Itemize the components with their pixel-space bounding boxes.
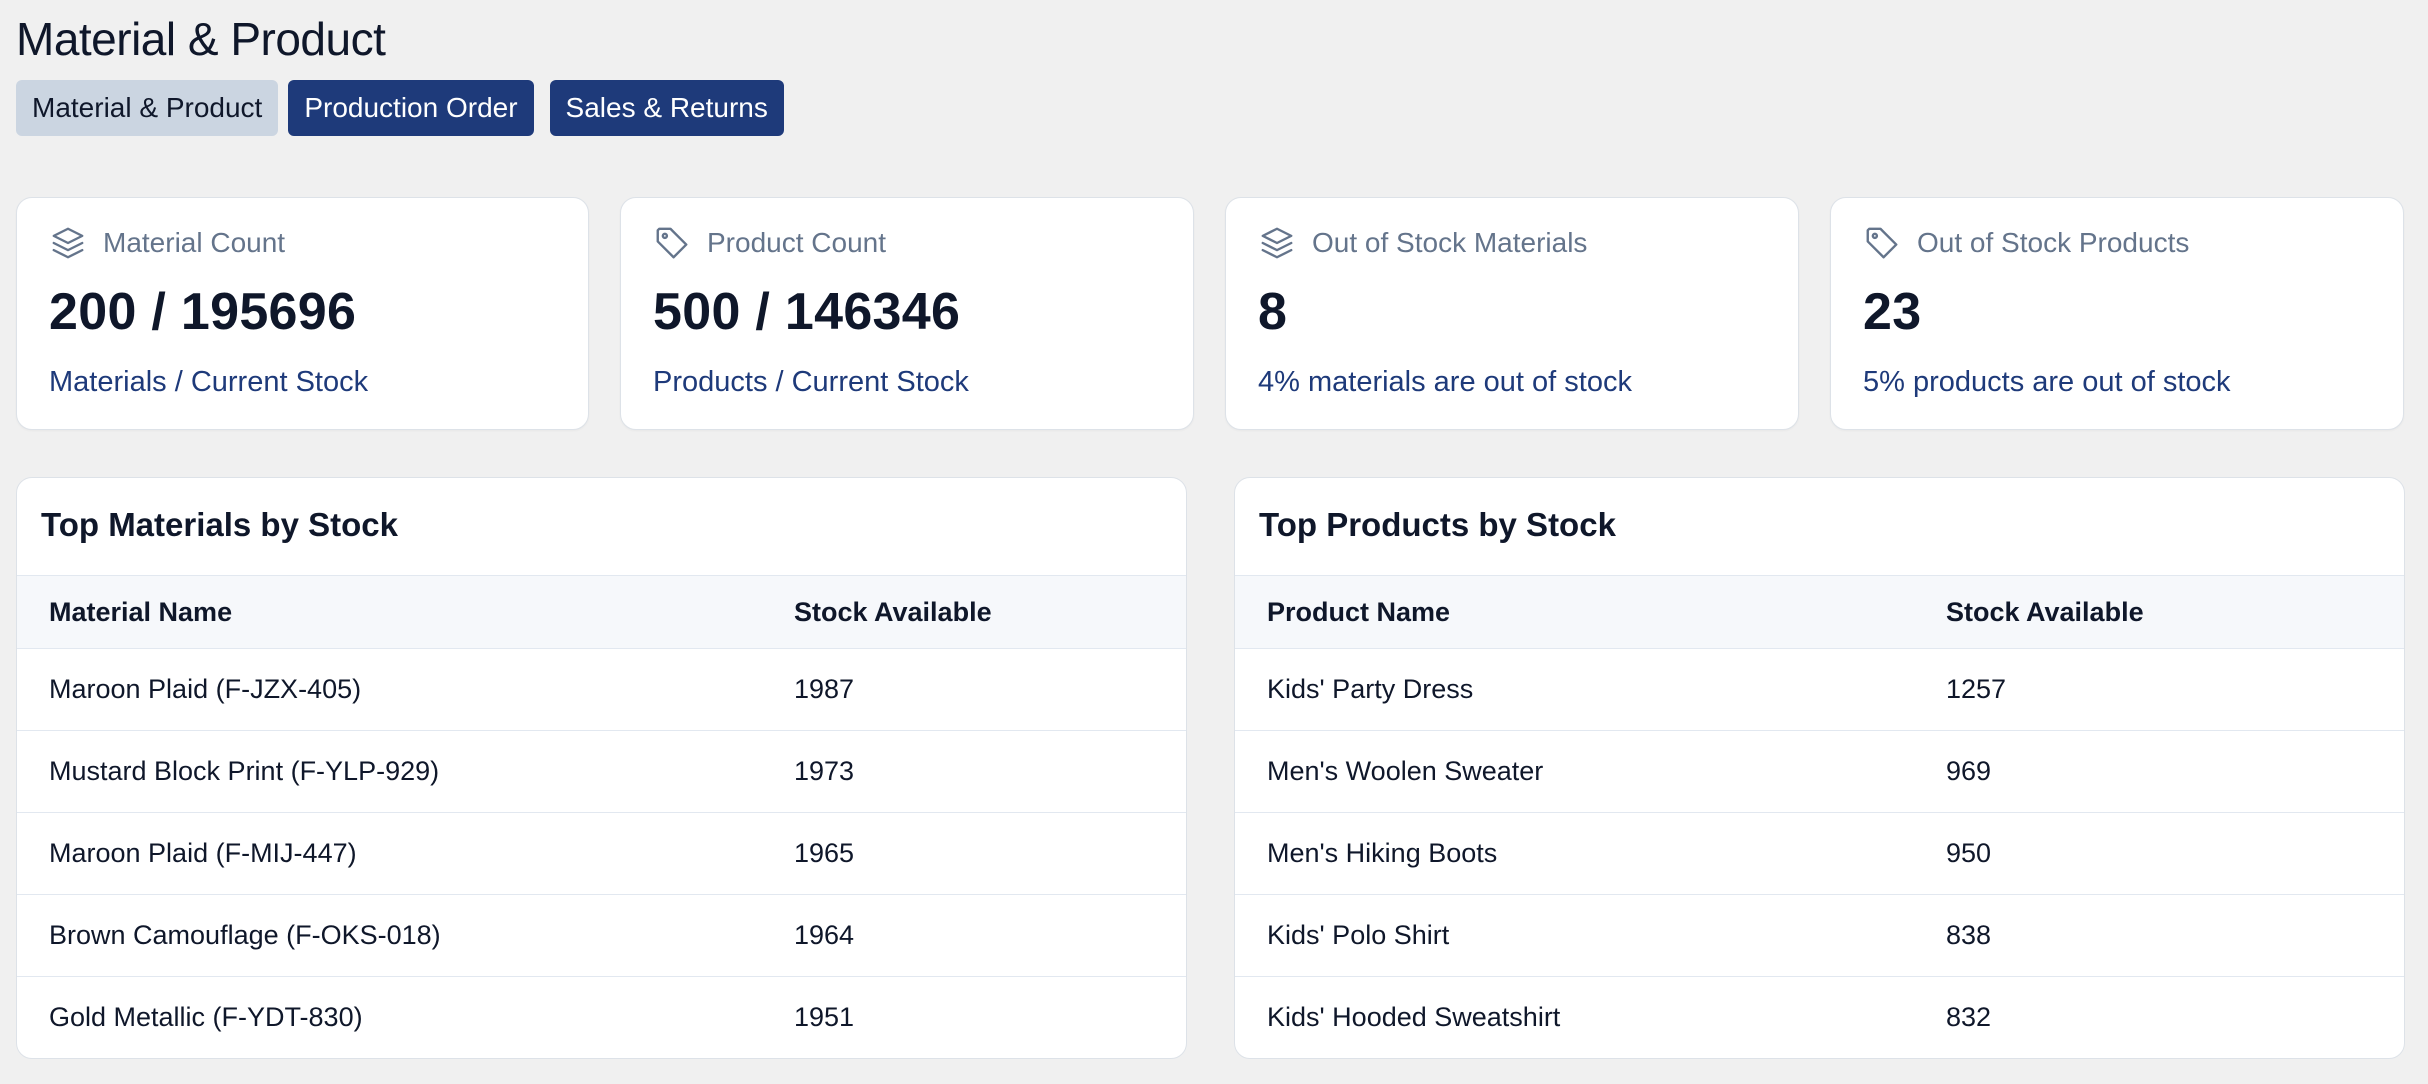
column-header-product-name: Product Name (1235, 575, 1914, 649)
stat-value: 8 (1258, 283, 1288, 341)
stock-cell: 969 (1914, 730, 2404, 813)
material-name-cell: Maroon Plaid (F-MIJ-447) (17, 812, 762, 895)
product-name-cell: Kids' Party Dress (1235, 648, 1914, 731)
tab-bar: Material & Product Production Order Sale… (16, 80, 784, 136)
product-name-cell: Men's Woolen Sweater (1235, 730, 1914, 813)
tab-material-product[interactable]: Material & Product (16, 80, 279, 136)
product-name-cell: Men's Hiking Boots (1235, 812, 1914, 895)
layers-icon (1261, 227, 1293, 259)
stat-value: 500 / 146346 (653, 283, 961, 341)
material-name-cell: Gold Metallic (F-YDT-830) (49, 1002, 363, 1033)
tag-icon (1866, 227, 1898, 259)
materials-table: Material Name Stock Available Maroon Pla… (17, 575, 1186, 1059)
stat-value: 200 / 195696 (49, 283, 357, 341)
layers-icon (52, 227, 84, 259)
stat-label: Product Count (707, 227, 886, 258)
tag-icon (656, 227, 688, 259)
material-name-cell: Maroon Plaid (F-JZX-405) (17, 648, 762, 731)
table-row: Gold Metallic (F-YDT-830) 1951 (17, 977, 1186, 1059)
product-name-cell: Kids' Polo Shirt (1235, 894, 1914, 977)
table-row: Men's Woolen Sweater 969 (1235, 730, 2404, 813)
products-table: Product Name Stock Available Kids' Party… (1235, 575, 2404, 1059)
stat-card-out-of-stock-products: Out of Stock Products 23 5% products are… (1830, 197, 2404, 430)
stat-label: Out of Stock Products (1917, 227, 2190, 258)
column-header-material-name: Material Name (17, 575, 762, 649)
stat-subtext: Products / Current Stock (653, 366, 969, 398)
stat-label: Material Count (103, 227, 286, 258)
material-name-cell: Mustard Block Print (F-YLP-929) (17, 730, 762, 813)
stock-cell: 1965 (762, 812, 1186, 895)
top-materials-card: Top Materials by Stock Material Name Sto… (16, 477, 1187, 1059)
table-row: Kids' Party Dress 1257 (1235, 648, 2404, 731)
stat-subtext: 5% products are out of stock (1863, 366, 2231, 398)
tab-production-order[interactable]: Production Order (288, 80, 534, 136)
page-title: Material & Product (16, 13, 386, 65)
table-row: Kids' Hooded Sweatshirt 832 (1235, 977, 2404, 1059)
stock-cell: 1964 (762, 894, 1186, 977)
stat-value: 23 (1863, 283, 1922, 341)
top-products-card: Top Products by Stock Product Name Stock… (1234, 477, 2405, 1059)
column-header-stock-available: Stock Available (762, 575, 1186, 649)
table-row: Kids' Polo Shirt 838 (1235, 894, 2404, 977)
product-name-cell: Kids' Hooded Sweatshirt (1267, 1002, 1561, 1033)
table-title: Top Materials by Stock (41, 506, 398, 543)
table-row: Maroon Plaid (F-JZX-405) 1987 (17, 648, 1186, 731)
stat-card-product-count: Product Count 500 / 146346 Products / Cu… (620, 197, 1194, 430)
stock-cell: 838 (1914, 894, 2404, 977)
stock-cell: 832 (1946, 1002, 1992, 1033)
table-row: Brown Camouflage (F-OKS-018) 1964 (17, 894, 1186, 977)
table-row: Men's Hiking Boots 950 (1235, 812, 2404, 895)
material-name-cell: Brown Camouflage (F-OKS-018) (17, 894, 762, 977)
tab-sales-returns[interactable]: Sales & Returns (549, 80, 784, 136)
stock-cell: 1973 (762, 730, 1186, 813)
table-header-row: Material Name Stock Available (17, 575, 1186, 649)
table-row: Mustard Block Print (F-YLP-929) 1973 (17, 730, 1186, 813)
stat-subtext: 4% materials are out of stock (1258, 366, 1632, 398)
stat-label: Out of Stock Materials (1312, 227, 1588, 258)
stat-subtext: Materials / Current Stock (49, 366, 369, 398)
stat-card-out-of-stock-materials: Out of Stock Materials 8 4% materials ar… (1225, 197, 1799, 430)
table-row: Maroon Plaid (F-MIJ-447) 1965 (17, 812, 1186, 895)
table-title: Top Products by Stock (1259, 506, 1616, 543)
stock-cell: 1951 (794, 1002, 855, 1033)
stock-cell: 1987 (762, 648, 1186, 731)
stat-card-material-count: Material Count 200 / 195696 Materials / … (16, 197, 589, 430)
stock-cell: 950 (1914, 812, 2404, 895)
stock-cell: 1257 (1914, 648, 2404, 731)
table-header-row: Product Name Stock Available (1235, 575, 2404, 649)
column-header-stock-available: Stock Available (1914, 575, 2404, 649)
